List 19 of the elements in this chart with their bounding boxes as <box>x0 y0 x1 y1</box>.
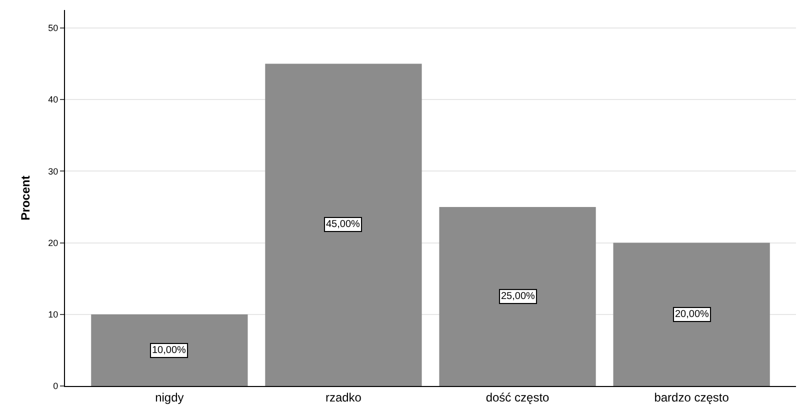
data-label: 10,00% <box>152 345 186 356</box>
bar <box>265 64 422 386</box>
x-tick-label: rzadko <box>325 390 362 404</box>
data-label: 20,00% <box>675 309 710 320</box>
y-tick-label: 20 <box>48 238 58 248</box>
y-axis-title: Procent <box>18 176 32 220</box>
y-tick-label: 30 <box>48 166 58 176</box>
bar <box>613 242 770 386</box>
data-label: 45,00% <box>326 219 360 230</box>
bar <box>91 314 248 386</box>
data-label: 25,00% <box>501 291 536 302</box>
y-tick-label: 10 <box>48 310 58 320</box>
y-tick-label: 50 <box>48 23 58 34</box>
y-tick-label: 40 <box>48 94 58 105</box>
y-tick-label: 0 <box>53 381 58 392</box>
bar <box>439 206 596 386</box>
x-tick-label: bardzo często <box>654 390 730 404</box>
x-tick-label: dość często <box>486 390 550 404</box>
x-tick-label: nigdy <box>155 390 184 404</box>
